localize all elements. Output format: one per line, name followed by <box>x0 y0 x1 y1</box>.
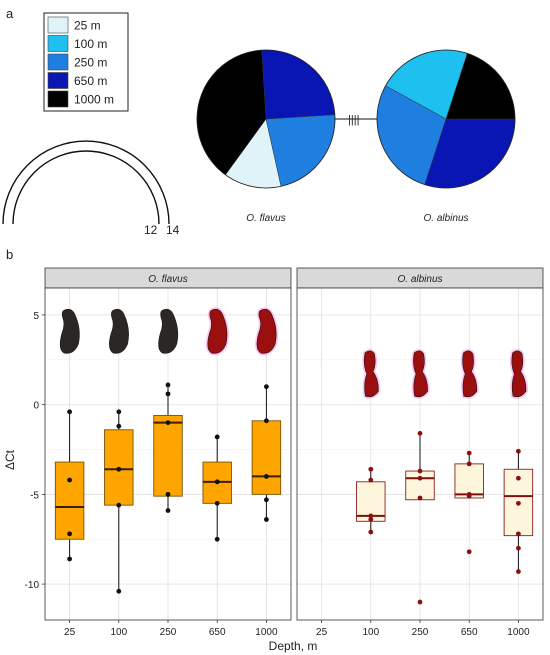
panel-a-label: a <box>6 6 14 21</box>
legend-swatch-0 <box>48 17 68 33</box>
x-tick-label-25: 25 <box>64 627 76 638</box>
pie-o-albinus <box>377 50 515 188</box>
data-point-3 <box>67 409 72 414</box>
data-point-1 <box>166 492 171 497</box>
y-tick-label: 0 <box>33 401 39 412</box>
data-point-0 <box>467 549 472 554</box>
tree-arc-outer <box>3 141 169 224</box>
data-point-0 <box>264 517 269 522</box>
tree-tip-14: 14 <box>166 223 180 237</box>
pie-o-flavus <box>197 50 335 188</box>
x-tick-label-650: 650 <box>461 627 478 638</box>
data-point-3 <box>368 478 373 483</box>
data-point-4 <box>264 384 269 389</box>
data-point-0 <box>418 600 423 605</box>
legend-label-3: 650 m <box>74 74 107 88</box>
x-tick-label-650: 650 <box>209 627 226 638</box>
x-tick-label-25: 25 <box>316 627 328 638</box>
x-tick-label-250: 250 <box>412 627 429 638</box>
data-point-2 <box>215 479 220 484</box>
x-tick-label-1000: 1000 <box>255 627 278 638</box>
x-tick-label-100: 100 <box>362 627 379 638</box>
data-point-2 <box>467 492 472 497</box>
data-point-3 <box>467 461 472 466</box>
data-point-2 <box>116 467 121 472</box>
data-point-0 <box>215 537 220 542</box>
legend-swatch-2 <box>48 54 68 70</box>
y-tick-label: -10 <box>25 580 40 591</box>
pie-link-symbol: |||| <box>348 114 359 126</box>
pie-label-o-albinus: O. albinus <box>423 213 468 224</box>
tree-tip-12: 12 <box>144 223 158 237</box>
y-tick-label: -5 <box>30 490 39 501</box>
data-point-0 <box>67 557 72 562</box>
x-axis-label: Depth, m <box>269 639 318 653</box>
data-point-2 <box>368 514 373 519</box>
data-point-1 <box>215 501 220 506</box>
data-point-2 <box>418 476 423 481</box>
data-point-4 <box>166 383 171 388</box>
x-tick-label-250: 250 <box>160 627 177 638</box>
data-point-4 <box>418 431 423 436</box>
legend-swatch-3 <box>48 73 68 89</box>
data-point-1 <box>116 503 121 508</box>
y-tick-label: 5 <box>33 311 39 322</box>
data-point-2 <box>166 420 171 425</box>
data-point-1 <box>516 546 521 551</box>
tree-arc-inner <box>13 151 159 224</box>
data-point-2 <box>264 474 269 479</box>
data-point-3 <box>264 418 269 423</box>
box-iqr <box>406 471 435 500</box>
data-point-0 <box>166 508 171 513</box>
x-tick-label-1000: 1000 <box>507 627 530 638</box>
phylogeny-tree: 12 14 <box>3 141 180 237</box>
box-iqr <box>154 415 183 496</box>
data-point-4 <box>116 409 121 414</box>
data-point-1 <box>264 497 269 502</box>
data-point-5 <box>516 449 521 454</box>
data-point-4 <box>467 451 472 456</box>
x-tick-label-100: 100 <box>110 627 127 638</box>
data-point-0 <box>116 589 121 594</box>
panel-b-label: b <box>6 247 13 262</box>
legend-label-2: 250 m <box>74 56 107 70</box>
pie-label-o-flavus: O. flavus <box>246 213 285 224</box>
pie-slice-3 <box>262 50 335 119</box>
data-point-0 <box>368 530 373 535</box>
data-point-2 <box>516 531 521 536</box>
data-point-0 <box>516 569 521 574</box>
data-point-4 <box>368 467 373 472</box>
facet-title: O. flavus <box>148 274 187 285</box>
data-point-3 <box>215 435 220 440</box>
box-iqr <box>252 421 281 495</box>
facet-title: O. albinus <box>397 274 442 285</box>
data-point-4 <box>516 476 521 481</box>
legend-swatch-1 <box>48 36 68 52</box>
legend-label-4: 1000 m <box>74 93 114 107</box>
legend-swatch-4 <box>48 91 68 107</box>
y-axis: 5 0 -5 -10 <box>25 311 45 591</box>
y-axis-label: ΔCt <box>3 449 17 470</box>
legend-label-0: 25 m <box>74 19 101 33</box>
data-point-1 <box>418 496 423 501</box>
legend-label-1: 100 m <box>74 37 107 51</box>
facet-o-flavus: O. flavus 25 100 250 650 1000 <box>45 268 291 638</box>
data-point-3 <box>418 469 423 474</box>
data-point-3 <box>516 501 521 506</box>
depth-legend: 25 m 100 m 250 m 650 m 1000 m <box>44 13 128 111</box>
facet-o-albinus: O. albinus 25 100 250 650 1000 <box>297 268 543 638</box>
data-point-1 <box>67 531 72 536</box>
box-iqr <box>55 462 84 539</box>
data-point-2 <box>67 478 72 483</box>
data-point-3 <box>116 424 121 429</box>
data-point-3 <box>166 391 171 396</box>
